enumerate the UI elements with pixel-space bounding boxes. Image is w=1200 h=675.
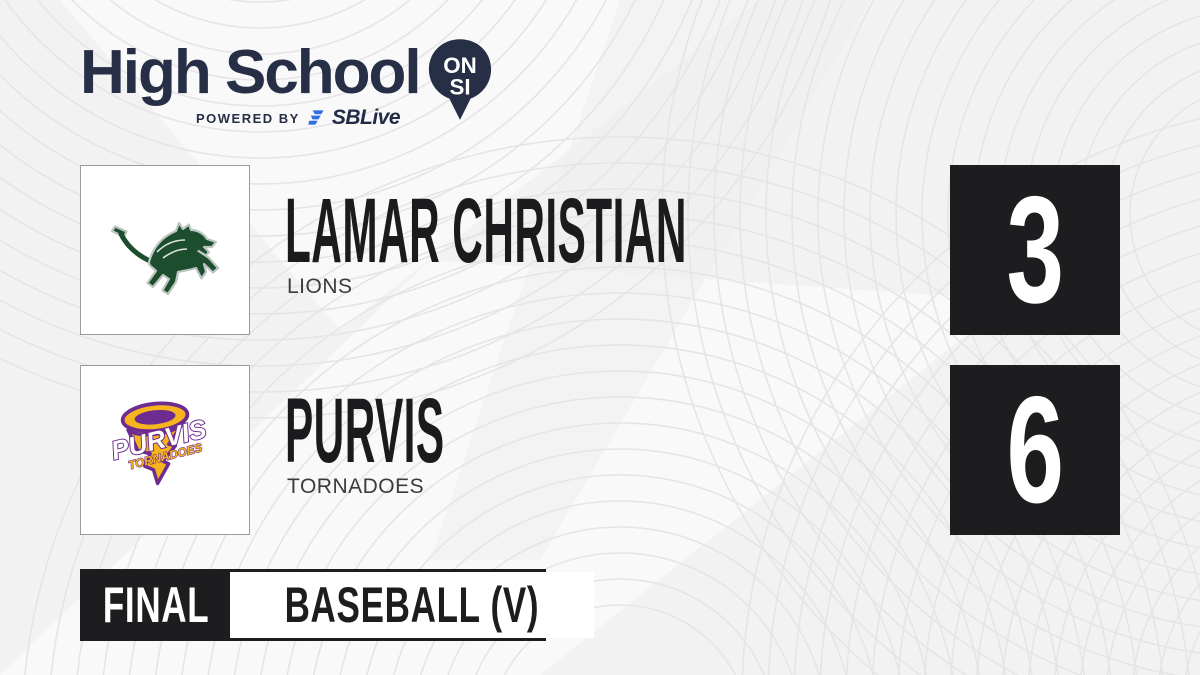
tornado-icon: PURVIS TORNADOES [107, 401, 211, 486]
game-status-bar: FINAL BASEBALL (V) [80, 569, 594, 641]
team-name: LAMAR CHRISTIAN [285, 180, 687, 282]
team-logo-box: PURVIS TORNADOES [80, 365, 250, 535]
brand-wordmark: High School [80, 38, 422, 107]
pin-text-on: ON [443, 53, 477, 78]
status-label: FINAL [103, 577, 210, 633]
lion-icon [110, 221, 220, 296]
sblive-wordmark: SBLive [331, 106, 401, 129]
team-row: PURVIS TORNADOES PURVIS TORNADOES 6 [80, 365, 1120, 535]
event-badge: BASEBALL (V) [230, 572, 594, 638]
team-mascot: TORNADOES [287, 475, 425, 498]
team-name: PURVIS [285, 380, 445, 482]
team-score: 6 [1006, 365, 1064, 535]
team-mascot: LIONS [287, 275, 353, 298]
status-badge: FINAL [83, 572, 230, 638]
event-label: BASEBALL (V) [284, 577, 540, 633]
powered-by-row: POWERED BY SBLive [196, 106, 401, 130]
sblive-icon [308, 110, 324, 125]
team-score: 3 [1006, 165, 1064, 335]
powered-by-label: POWERED BY [196, 110, 300, 126]
header: High School ON SI [80, 38, 494, 122]
team-row: LAMAR CHRISTIAN LIONS 3 [80, 165, 1120, 335]
score-box: 3 [950, 165, 1120, 335]
score-box: 6 [950, 365, 1120, 535]
onsi-pin-icon: ON SI [428, 39, 491, 120]
pin-text-si: SI [449, 75, 470, 100]
team-logo-box [80, 165, 250, 335]
